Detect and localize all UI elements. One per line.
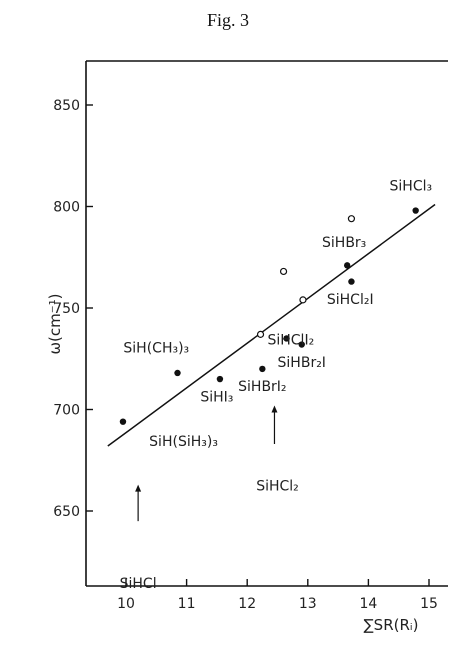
data-point-filled <box>119 418 127 425</box>
data-point-filled <box>216 375 224 383</box>
compound-label: SiHI₃ <box>200 389 233 405</box>
y-tick-label: 800 <box>53 200 80 216</box>
data-point-filled <box>343 262 351 269</box>
y-tick-label: 700 <box>53 403 80 419</box>
arrows <box>135 405 278 522</box>
compound-label: SiHBr₂I <box>278 355 326 371</box>
compound-label: SiHCl <box>120 576 157 592</box>
fit-line <box>107 203 436 447</box>
x-tick-label: 14 <box>359 596 377 612</box>
compound-label: SiHCl₂I <box>327 292 374 308</box>
y-tick-label: 750 <box>53 301 80 317</box>
y-tick-label: 650 <box>53 504 80 520</box>
ticks: 10 11 12 13 14 15 650 700 750 800 850 <box>53 98 438 612</box>
data-point-open <box>279 267 288 276</box>
x-tick-label: 12 <box>238 596 256 612</box>
x-axis-label: ∑SR(Rᵢ) <box>364 616 419 634</box>
arrow-head <box>135 484 142 492</box>
compound-label: SiHCl₃ <box>390 178 433 194</box>
x-tick-label: 11 <box>178 596 196 612</box>
x-tick-label: 15 <box>420 596 438 612</box>
annotations: SiHCl₃ SiHBr₃ SiHCl₂I SiHClI₂ SiHBr₂I SiH(CH₃… <box>120 178 432 592</box>
compound-label: SiH(CH₃)₃ <box>123 341 189 357</box>
data-point-open <box>256 330 265 338</box>
data-point-filled <box>298 341 305 348</box>
x-tick-label: 13 <box>299 596 317 612</box>
data-point-open <box>347 215 356 223</box>
data-point-filled <box>283 335 290 342</box>
data-point-filled <box>412 207 419 214</box>
y-tick-label: 850 <box>53 98 80 114</box>
compound-label: SiH(SiH₃)₃ <box>149 434 218 450</box>
data-point-open <box>299 296 307 304</box>
axes <box>85 60 448 587</box>
x-tick-label: 10 <box>117 596 135 612</box>
compound-label: SiHBrI₂ <box>238 379 286 395</box>
arrow-head <box>271 405 278 413</box>
fit-line-group <box>107 203 436 447</box>
compound-label: SiHBr₃ <box>322 235 366 251</box>
compound-label: SiHCl₂ <box>256 479 299 495</box>
y-axis-label: ω(cm⁻¹) <box>46 293 64 354</box>
figure-title: Fig. 3 <box>206 10 249 30</box>
compound-label: SiHClI₂ <box>267 333 314 349</box>
data-point-filled <box>174 369 181 377</box>
data-point-filled <box>348 278 355 285</box>
data-point-filled <box>259 365 266 373</box>
data-points <box>119 207 419 425</box>
